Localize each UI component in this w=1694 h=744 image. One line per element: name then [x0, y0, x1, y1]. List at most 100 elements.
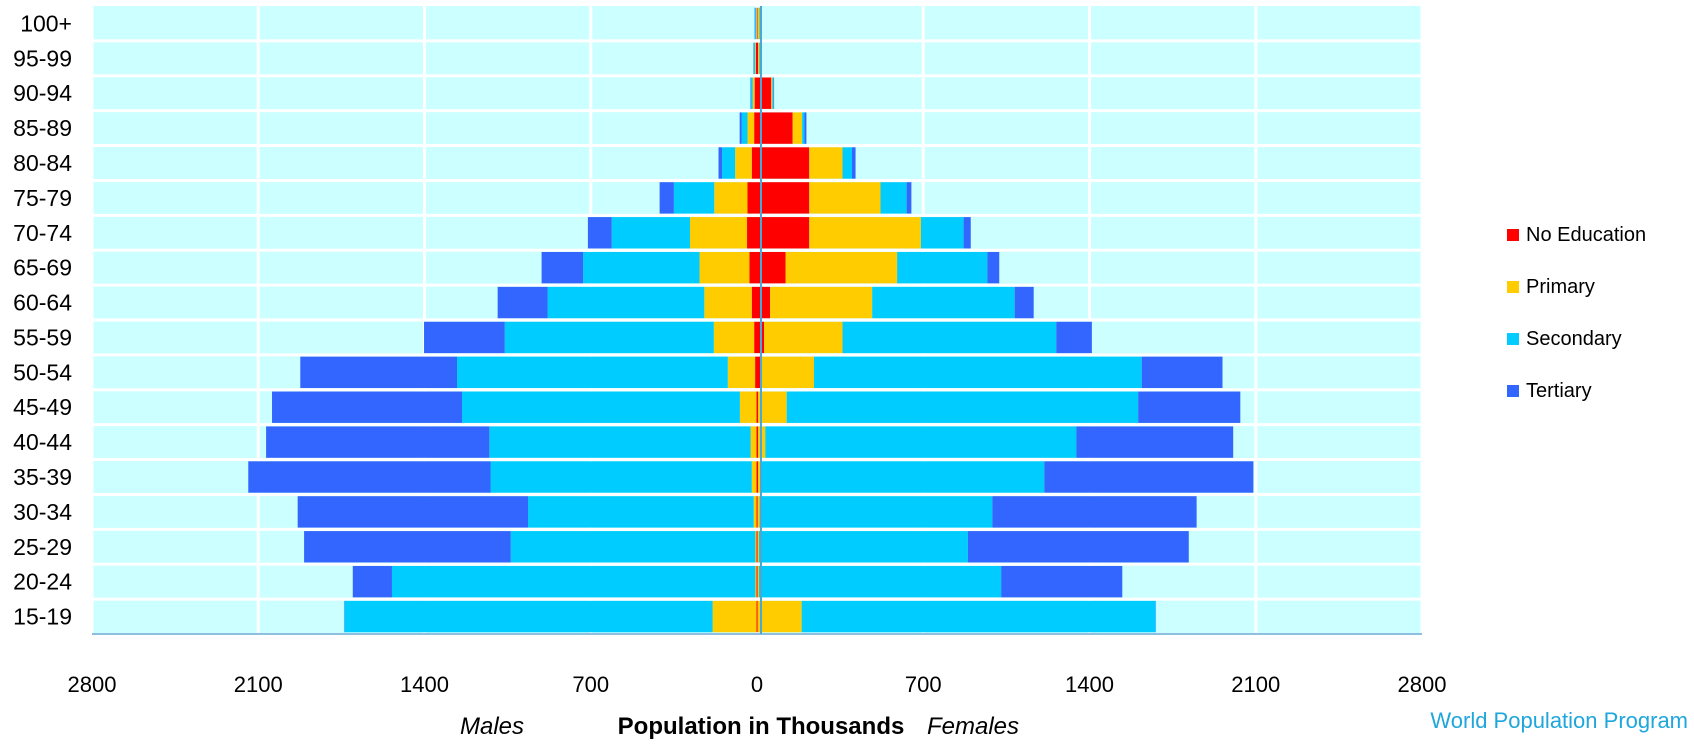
x-tick-label: 2100 [1231, 672, 1280, 697]
x-tick-label: 0 [751, 672, 763, 697]
bar-female-no-education-85-89 [757, 112, 793, 144]
gridlines [90, 6, 1424, 634]
bar-female-no-education-70-74 [757, 217, 810, 249]
bar-male-secondary-20-24 [391, 565, 756, 598]
bar-male-tertiary-65-69 [541, 251, 584, 284]
bar-male-secondary-90-94 [750, 77, 753, 109]
bar-male-no-education-60-64 [751, 286, 757, 319]
bar-female-no-education-90-94 [757, 77, 772, 109]
x-axis-title: Population in Thousands [618, 713, 905, 740]
category-label: 60-64 [13, 290, 72, 316]
bar-male-primary-15-19 [712, 600, 757, 633]
bars [248, 7, 1254, 633]
x-tick-label: 700 [572, 672, 609, 697]
legend-swatch [1507, 281, 1519, 293]
bar-male-secondary-40-44 [489, 426, 751, 458]
bar-male-tertiary-85-89 [739, 112, 742, 144]
category-label: 55-59 [13, 324, 72, 350]
bar-female-secondary-30-34 [759, 496, 993, 528]
bar-male-primary-95-99 [755, 42, 756, 75]
bar-female-primary-80-84 [809, 147, 843, 179]
bar-female-tertiary-85-89 [804, 112, 807, 144]
bar-male-secondary-45-49 [462, 391, 740, 423]
legend-label: Primary [1526, 276, 1595, 298]
bar-male-secondary-80-84 [722, 147, 736, 179]
bar-male-primary-80-84 [735, 147, 752, 179]
bar-female-secondary-70-74 [920, 217, 964, 249]
x-tick-label: 1400 [400, 672, 449, 697]
legend-swatch [1507, 333, 1519, 345]
bar-female-primary-50-54 [761, 356, 814, 389]
x-tick-labels: 2800 2100 1400 700 0 700 1400 2100 2800 [68, 672, 1447, 697]
bar-female-tertiary-35-39 [1044, 461, 1254, 493]
bar-male-primary-85-89 [747, 112, 755, 144]
bar-male-no-education-90-94 [754, 77, 757, 109]
x-tick-label: 1400 [1065, 672, 1114, 697]
bar-female-secondary-60-64 [872, 286, 1015, 319]
category-label: 40-44 [13, 429, 72, 455]
bar-female-secondary-15-19 [801, 600, 1156, 633]
bar-male-tertiary-25-29 [304, 531, 511, 563]
bar-male-tertiary-80-84 [718, 147, 723, 179]
bar-male-no-education-65-69 [749, 251, 757, 284]
category-label: 100+ [20, 10, 72, 36]
bar-female-secondary-20-24 [758, 565, 1002, 598]
bar-male-primary-75-79 [714, 182, 748, 214]
bar-male-primary-60-64 [704, 286, 752, 319]
category-label: 90-94 [13, 80, 72, 106]
category-label: 75-79 [13, 185, 72, 211]
bar-female-no-education-25-29 [757, 531, 758, 563]
bar-female-primary-90-94 [771, 77, 773, 109]
bar-male-secondary-35-39 [490, 461, 752, 493]
bar-female-no-education-20-24 [757, 565, 758, 598]
category-label: 70-74 [13, 220, 72, 246]
category-label: 35-39 [13, 464, 72, 490]
category-label: 80-84 [13, 150, 72, 176]
bar-male-tertiary-70-74 [587, 217, 612, 249]
bar-female-no-education-60-64 [757, 286, 771, 319]
bar-male-primary-25-29 [755, 531, 757, 563]
bar-female-no-education-35-39 [757, 461, 759, 493]
legend: No Education Primary Secondary Tertiary [1507, 224, 1646, 402]
bar-female-primary-85-89 [792, 112, 803, 144]
bar-female-primary-20-24 [757, 565, 759, 598]
bar-male-secondary-15-19 [344, 600, 713, 633]
bar-male-secondary-85-89 [741, 112, 748, 144]
right-side-label: Females [927, 713, 1019, 740]
bar-female-no-education-30-34 [757, 496, 758, 528]
bar-female-primary-35-39 [758, 461, 762, 493]
bar-female-tertiary-45-49 [1138, 391, 1241, 423]
legend-label: Tertiary [1526, 380, 1592, 402]
legend-swatch [1507, 385, 1519, 397]
bar-female-no-education-45-49 [757, 391, 759, 423]
bar-female-tertiary-50-54 [1141, 356, 1223, 389]
bar-female-secondary-35-39 [761, 461, 1045, 493]
bar-female-primary-75-79 [809, 182, 881, 214]
bar-female-secondary-40-44 [765, 426, 1077, 458]
category-label: 30-34 [13, 499, 72, 525]
bar-female-no-education-75-79 [757, 182, 810, 214]
bar-female-secondary-25-29 [758, 531, 968, 563]
bar-male-secondary-55-59 [504, 321, 714, 354]
bar-male-no-education-85-89 [754, 112, 757, 144]
bar-male-secondary-75-79 [673, 182, 715, 214]
bar-female-tertiary-70-74 [963, 217, 971, 249]
category-label: 15-19 [13, 604, 72, 630]
x-tick-label: 700 [905, 672, 942, 697]
bar-female-primary-95-99 [758, 42, 760, 75]
category-label: 25-29 [13, 534, 72, 560]
bar-male-primary-50-54 [727, 356, 756, 389]
bar-male-tertiary-20-24 [352, 565, 392, 598]
bar-female-primary-60-64 [770, 286, 873, 319]
legend-label: Secondary [1526, 328, 1622, 350]
bar-female-primary-30-34 [757, 496, 760, 528]
bar-male-tertiary-55-59 [424, 321, 505, 354]
bar-male-primary-40-44 [750, 426, 757, 458]
bar-female-secondary-50-54 [814, 356, 1142, 389]
bar-female-tertiary-25-29 [967, 531, 1189, 563]
bar-female-no-education-15-19 [757, 600, 758, 633]
bar-male-primary-20-24 [755, 565, 757, 598]
bar-male-primary-35-39 [751, 461, 757, 493]
bar-male-no-education-80-84 [751, 147, 757, 179]
